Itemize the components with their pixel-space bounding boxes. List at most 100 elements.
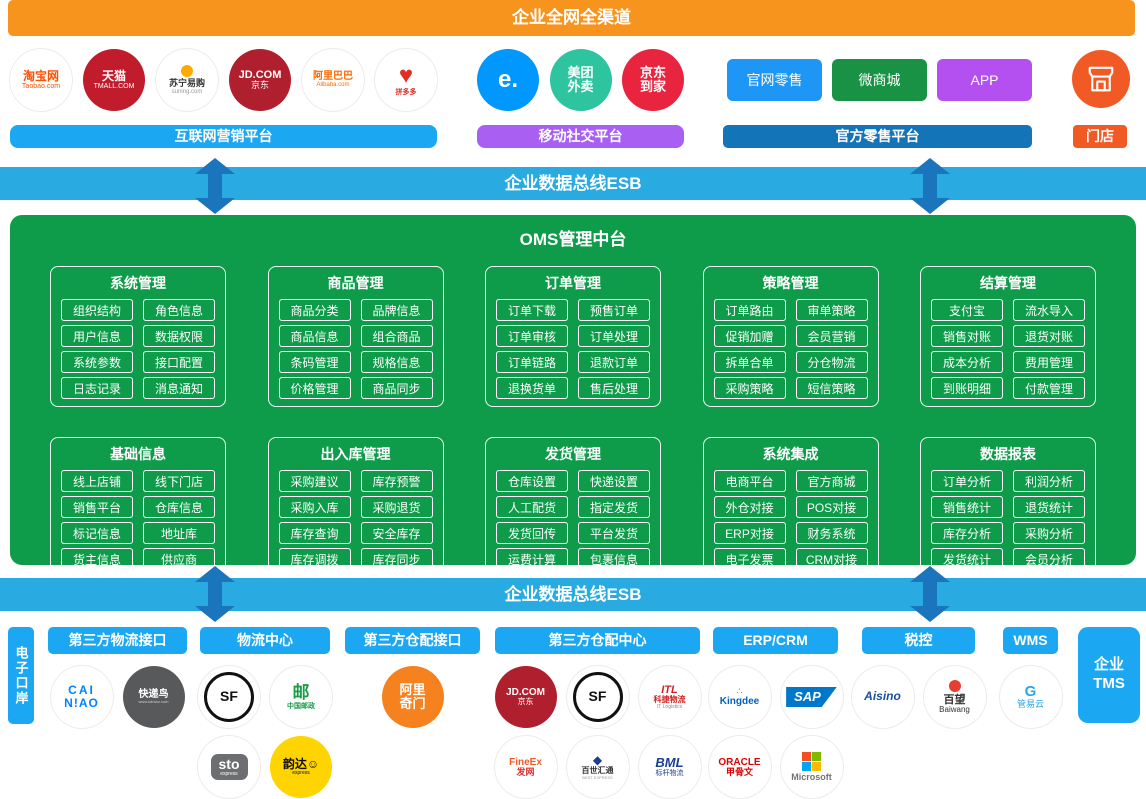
logo-text: 淘宝网 [22, 68, 59, 83]
module-item: 退换货单 [496, 377, 568, 399]
bottom-group-wms: WMS G 管易云 [999, 627, 1062, 736]
module-item: 接口配置 [143, 351, 215, 373]
tms-rail-line1: 企业 [1093, 656, 1124, 674]
esb-bus-bottom: 企业数据总线ESB [0, 578, 1146, 611]
module-item: 运费计算 [496, 548, 568, 570]
meituan-waimai-logo: 美团 外卖 [549, 49, 612, 111]
module-item: 品牌信息 [360, 299, 433, 321]
social-channel-logos: e. 美团 外卖 京东 到家 [477, 49, 684, 111]
logo-text: 快递鸟 [138, 689, 169, 701]
module-item: 订单处理 [578, 325, 650, 347]
esb-arrow-icon [195, 566, 235, 622]
esb-top-label: 企业数据总线ESB [504, 174, 642, 193]
logo-text: FineEx [509, 756, 542, 768]
sf-express-logo: SF [566, 666, 629, 728]
logo-text: 百世汇通 [581, 766, 614, 775]
module-item: 库存预警 [360, 470, 433, 492]
logo-text: 管易云 [1016, 699, 1044, 710]
module-items: 采购建议 库存预警 采购入库 采购退货 库存查询 安全库存 库存调拨 库存同步 [278, 470, 433, 570]
logo-text: 京东 [517, 697, 534, 707]
logo-text: ∴ [736, 685, 743, 696]
logo-badge: sto express [210, 753, 248, 781]
module-title: 策略管理 [762, 275, 819, 291]
module-item: 日志记录 [61, 377, 133, 399]
logo-text: 美团 [567, 64, 594, 80]
module-items: 线上店铺 线下门店 销售平台 仓库信息 标记信息 地址库 货主信息 供应商 [61, 470, 215, 570]
oms-module: 商品管理 商品分类 品牌信息 商品信息 组合商品 条码管理 规格信息 价格管理 商品同步 [267, 266, 444, 407]
logistics-interface-label: 第三方物流接口 [48, 627, 187, 654]
logo-text: 发网 [516, 766, 535, 777]
logo-text: ◆ [592, 752, 603, 767]
logo-text: 阿里巴巴 [313, 71, 353, 83]
module-items: 仓库设置 快递设置 人工配货 指定发货 发货回传 平台发货 运费计算 包裹信息 [496, 470, 650, 570]
warehouse-interface-label: 第三方仓配接口 [345, 627, 480, 654]
internet-channel-logos: 淘宝网 Taobao.com 天猫 TMALL.COM 苏宁易购 suning.com JD… [10, 49, 437, 111]
logo-text: Kingdee [719, 696, 760, 708]
kuaidiniao-logo: 快递鸟 www.kdniao.com [122, 666, 185, 728]
module-title: 系统管理 [110, 275, 166, 291]
module-item: 销售平台 [61, 496, 133, 518]
module-title: 出入库管理 [320, 446, 391, 462]
store-logo-slot [1072, 50, 1130, 108]
module-items: 订单路由 审单策略 促销加赠 会员营销 拆单合单 分仓物流 采购策略 短信策略 [713, 299, 868, 399]
module-item: 商品信息 [278, 325, 351, 347]
module-item: 组织结构 [61, 299, 133, 321]
module-item: 仓库信息 [143, 496, 215, 518]
logo-text: JD.COM [238, 69, 282, 81]
module-title: 基础信息 [110, 446, 166, 462]
module-item: 商品同步 [360, 377, 433, 399]
kejie-logistics-logo: ITL 科捷物流 IT Logistics [638, 666, 701, 728]
logo-text: e. [497, 65, 518, 93]
module-item: 指定发货 [578, 496, 650, 518]
logo-text: 京东 [250, 80, 269, 91]
module-item: 用户信息 [61, 325, 133, 347]
logo-dot [181, 64, 193, 77]
logo-text: ORACLE [718, 756, 761, 768]
logo-text: Aisino [864, 689, 901, 704]
oms-module: 数据报表 订单分析 利润分析 销售统计 退货统计 库存分析 采购分析 发货统计 会员分析 [920, 437, 1096, 578]
oms-module: 策略管理订单路由 审单策略 促销加赠 会员营销 拆单合单 分仓物流 采购策略 短信策略 [702, 266, 879, 407]
module-item: 平台发货 [578, 522, 650, 544]
module-item: 人工配货 [496, 496, 568, 518]
module-item: 数据权限 [143, 325, 215, 347]
logo-text: express [292, 769, 310, 776]
module-items: 支付宝 流水导入 销售对账 退货对账 成本分析 费用管理 到账明细 付款管理 [931, 299, 1085, 399]
logo-text: 到家 [639, 79, 666, 94]
logo-text: SAP [794, 688, 821, 704]
guanyiyun-logo: G 管易云 [999, 666, 1062, 728]
module-item: 发货回传 [496, 522, 568, 544]
logo-row: CAI N!AO 快递鸟 www.kdniao.com [50, 666, 185, 728]
social-platform-label: 移动社交平台 [477, 125, 684, 148]
jd-logistics-logo: JD.COM 京东 [494, 666, 557, 728]
module-item: 安全库存 [360, 522, 433, 544]
oms-title: OMS管理中台 [519, 230, 627, 249]
module-title: 发货管理 [545, 446, 601, 462]
bottom-group-logistics-center: 物流中心 SF 邮中国邮政 sto express 韵达☺ express [198, 627, 332, 798]
module-item: 系统参数 [61, 351, 133, 373]
logo-ring: SF [572, 672, 623, 722]
module-item: 库存调拨 [278, 548, 351, 570]
module-item: 采购建议 [278, 470, 351, 492]
ms-square [802, 761, 811, 771]
wms-label: WMS [1003, 627, 1058, 654]
logo-text: 苏宁易购 [168, 77, 205, 88]
module-item: 消息通知 [143, 377, 215, 399]
store-front-icon [1072, 50, 1130, 108]
aisino-logo: Aisino [851, 666, 914, 728]
logo-text: JD.COM [506, 687, 545, 699]
logo-text: 韵达☺ [282, 756, 320, 771]
module-item: 预售订单 [578, 299, 650, 321]
module-item: 采购策略 [713, 377, 786, 399]
module-item: 仓库设置 [496, 470, 568, 492]
module-item: 分仓物流 [795, 351, 868, 373]
jd-daojia-logo: 京东 到家 [622, 49, 684, 111]
pinduoduo-logo: ♥ 拼多多 [375, 49, 437, 111]
module-item: 审单策略 [795, 299, 868, 321]
logo-dot [948, 679, 961, 692]
module-item: 标记信息 [61, 522, 133, 544]
wechat-mall-button: 微商城 [832, 59, 927, 101]
logo-text: 标杆物流 [655, 770, 684, 778]
tmall-logo: 天猫 TMALL.COM [83, 49, 145, 111]
app-button: APP [937, 59, 1032, 101]
